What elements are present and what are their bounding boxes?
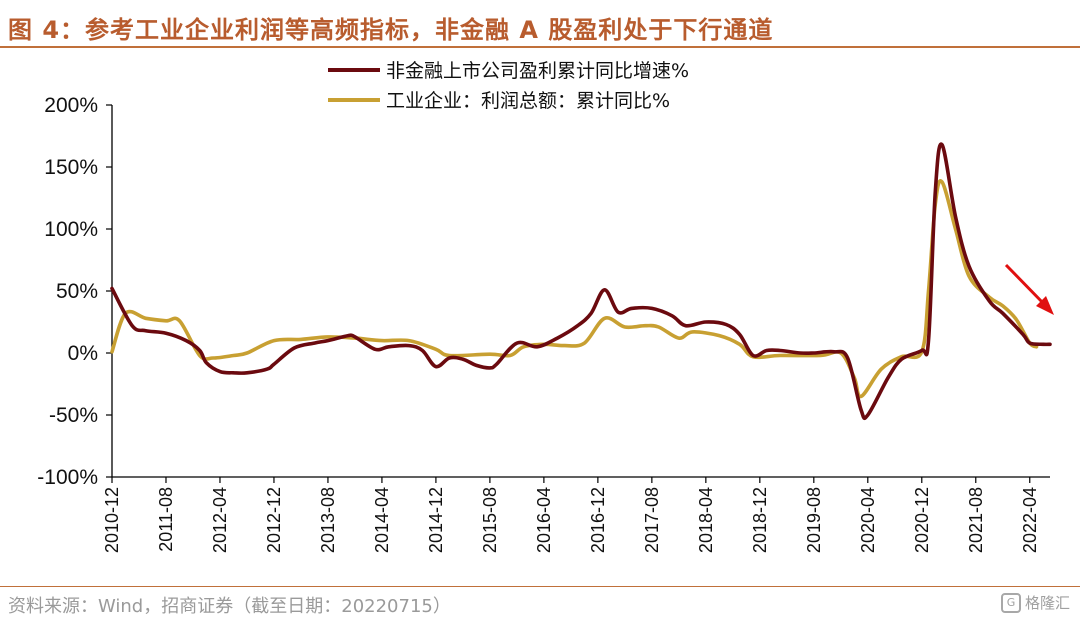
watermark-logo-icon: G — [1000, 592, 1021, 613]
arrow-head — [1036, 296, 1054, 315]
x-tick-label: 2012-04 — [210, 487, 230, 553]
x-tick-label: 2022-04 — [1020, 487, 1040, 553]
chart-legend: 非金融上市公司盈利累计同比增速% 工业企业：利润总额：累计同比% — [328, 60, 689, 112]
y-tick-label: -50% — [49, 404, 98, 427]
y-tick-label: 50% — [56, 280, 98, 303]
x-tick-label: 2012-12 — [264, 487, 284, 553]
x-tick-label: 2014-04 — [372, 487, 392, 553]
title-divider — [0, 46, 1080, 48]
x-tick-label: 2010-12 — [102, 487, 122, 553]
x-tick-label: 2013-08 — [318, 487, 338, 553]
x-tick-label: 2020-12 — [912, 487, 932, 553]
y-tick-label: 100% — [44, 218, 98, 241]
x-tick-label: 2018-04 — [696, 487, 716, 553]
x-tick-label: 2021-08 — [966, 487, 986, 553]
x-tick-label: 2015-08 — [480, 487, 500, 553]
arrow-shaft — [1004, 263, 1047, 307]
x-tick-label: 2014-12 — [426, 487, 446, 553]
x-tick-label: 2019-08 — [804, 487, 824, 553]
x-tick-label: 2020-04 — [858, 487, 878, 553]
x-axis: 2010-12 2011-08 2012-04 2012-12 2013-08 2014-… — [102, 476, 1050, 553]
x-tick-label: 2011-08 — [156, 487, 176, 552]
x-tick-label: 2017-08 — [642, 487, 662, 553]
x-tick-label: 2016-12 — [588, 487, 608, 553]
watermark: G 格隆汇 — [1000, 592, 1070, 613]
y-tick-label: 150% — [44, 156, 98, 179]
watermark-text: 格隆汇 — [1024, 594, 1070, 612]
figure-title: 图 4：参考工业企业利润等高频指标，非金融 A 股盈利处于下行通道 — [8, 16, 774, 44]
annotation-arrow — [1004, 263, 1054, 315]
legend-label-2: 工业企业：利润总额：累计同比% — [386, 90, 670, 112]
source-divider — [0, 586, 1080, 587]
legend-label-1: 非金融上市公司盈利累计同比增速% — [386, 60, 689, 82]
x-tick-label: 2016-04 — [534, 487, 554, 553]
series-lines — [110, 142, 1052, 421]
y-axis: -100% -50% 0% 50% 100% 150% 200% — [37, 94, 113, 489]
source-note: 资料来源：Wind，招商证券（截至日期：20220715） — [8, 596, 451, 617]
y-tick-label: -100% — [37, 466, 98, 489]
series-line-1 — [110, 142, 1052, 421]
x-tick-label: 2018-12 — [750, 487, 770, 553]
y-tick-label: 0% — [68, 342, 98, 365]
y-tick-label: 200% — [44, 94, 98, 117]
